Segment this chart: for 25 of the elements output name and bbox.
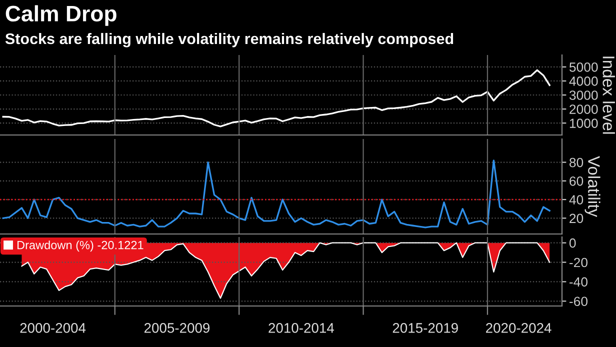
y-tick-label: 60	[570, 176, 584, 186]
y-tick-label: 0	[569, 238, 576, 248]
y-tick-label: 5000	[569, 62, 598, 72]
text: 2005-2009	[144, 323, 210, 333]
y-tick-label: 80	[570, 158, 584, 168]
legend-label: Drawdown (%) -20.1221	[17, 240, 144, 252]
y-tick-label: 20	[570, 214, 584, 224]
y-tick-label: 3000	[569, 90, 598, 100]
text: 2010-2014	[268, 323, 334, 333]
y-tick-label: -20	[570, 258, 588, 268]
line-series	[2, 69, 550, 128]
y-tick-label: 1000	[570, 118, 598, 128]
y-axis-title: Index level	[602, 56, 615, 134]
text: 2020-2024	[486, 323, 552, 333]
y-tick-label: 40	[569, 195, 584, 204]
chart-subtitle: Stocks are falling while volatility remains relatively composed	[5, 32, 454, 48]
text: 2000-2004	[20, 323, 86, 333]
text: 2015-2019	[392, 323, 458, 333]
y-tick-label: -40	[570, 277, 588, 287]
chart-title: Calm Drop	[6, 5, 116, 26]
line-series	[2, 160, 550, 228]
y-axis-title: Volatility	[584, 156, 600, 218]
y-tick-label: -60	[570, 296, 588, 306]
y-tick-label: 2000	[570, 104, 598, 114]
y-tick-label: 4000	[569, 76, 598, 86]
